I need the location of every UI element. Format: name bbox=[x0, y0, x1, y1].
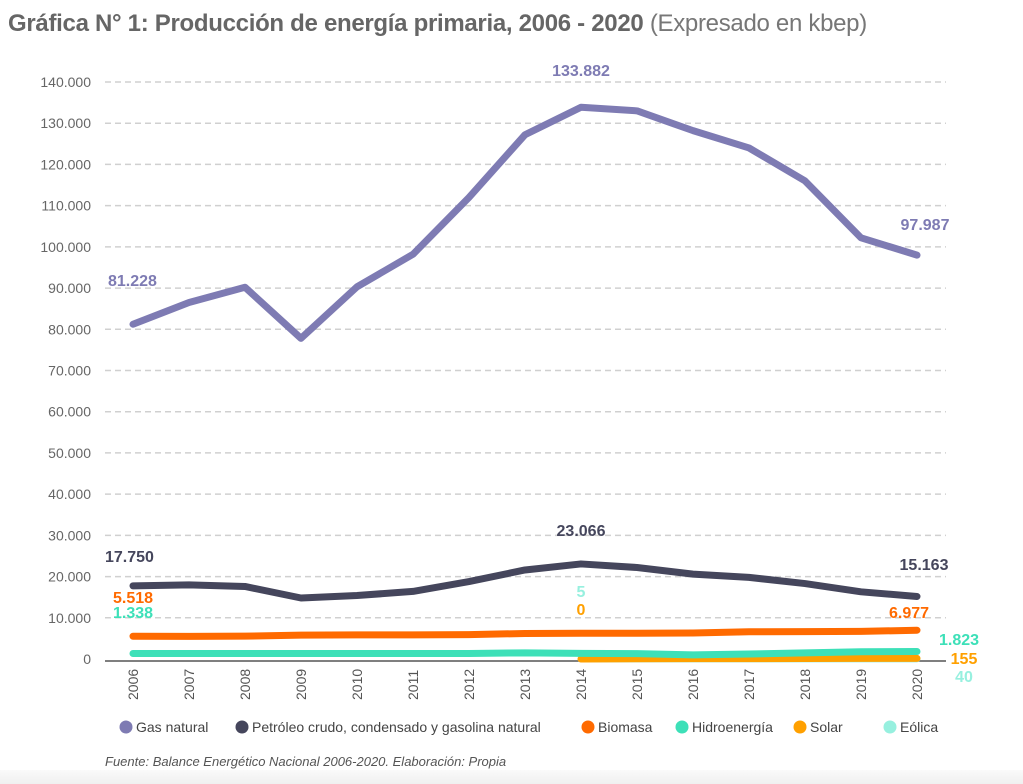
series-line-gas bbox=[129, 103, 921, 342]
source-note: Fuente: Balance Energético Nacional 2006… bbox=[105, 754, 507, 769]
data-label: 1.338 bbox=[113, 605, 153, 622]
gridlines bbox=[105, 81, 946, 619]
y-tick-label: 80.000 bbox=[48, 321, 91, 337]
data-label: 97.987 bbox=[901, 217, 950, 234]
series-line-petroleo bbox=[129, 560, 921, 602]
legend-item[interactable]: Eólica bbox=[883, 719, 939, 735]
legend-marker-icon bbox=[119, 720, 133, 734]
y-tick-label: 90.000 bbox=[48, 280, 91, 296]
data-label: 6.977 bbox=[889, 605, 929, 622]
y-tick-label: 30.000 bbox=[48, 527, 91, 543]
series-line-hidroenergia bbox=[129, 647, 921, 659]
chart-title-unit: (Expresado en kbep) bbox=[649, 10, 867, 37]
data-label: 1.823 bbox=[939, 632, 979, 649]
data-label: 0 bbox=[577, 602, 586, 619]
legend-label: Hidroenergía bbox=[692, 719, 773, 735]
data-label: 5.518 bbox=[113, 590, 153, 607]
legend-label: Gas natural bbox=[136, 719, 208, 735]
data-label: 40 bbox=[955, 669, 973, 686]
legend-marker-icon bbox=[675, 720, 689, 734]
y-axis-ticks: 0 10.000 20.000 30.000 40.000 50.000 60.000 70.… bbox=[40, 74, 91, 667]
legend-marker-icon bbox=[235, 720, 249, 734]
x-tick-label: 2018 bbox=[797, 669, 813, 700]
x-tick-label: 2006 bbox=[125, 669, 141, 700]
x-tick-label: 2013 bbox=[517, 669, 533, 700]
x-tick-label: 2014 bbox=[573, 669, 589, 700]
data-label: 5 bbox=[577, 584, 586, 601]
legend-item[interactable]: Solar bbox=[793, 719, 844, 735]
legend-label: Solar bbox=[810, 719, 843, 735]
data-label: 23.066 bbox=[557, 523, 606, 540]
x-tick-label: 2009 bbox=[293, 669, 309, 700]
y-tick-label: 100.000 bbox=[40, 239, 91, 255]
legend-item[interactable]: Petróleo crudo, condensado y gasolina na… bbox=[235, 719, 541, 735]
x-tick-label: 2007 bbox=[181, 669, 197, 700]
series-line-solar bbox=[577, 654, 921, 663]
legend-marker-icon bbox=[883, 720, 897, 734]
data-label: 17.750 bbox=[105, 549, 154, 566]
chart-title-main: Gráfica N° 1: Producción de energía prim… bbox=[8, 10, 644, 37]
legend-item[interactable]: Gas natural bbox=[119, 719, 209, 735]
legend-marker-icon bbox=[581, 720, 595, 734]
x-tick-label: 2020 bbox=[909, 669, 925, 700]
y-tick-label: 110.000 bbox=[41, 198, 91, 214]
x-tick-label: 2011 bbox=[405, 670, 421, 700]
y-tick-label: 70.000 bbox=[48, 363, 91, 379]
x-tick-label: 2012 bbox=[461, 669, 477, 700]
x-axis: 2006 2007 2008 2009 2010 2011 2012 2013 2014 2015… bbox=[105, 660, 946, 700]
data-labels: 81.228 133.882 97.987 17.750 23.066 15.163 5.5… bbox=[105, 63, 979, 686]
legend-label: Eólica bbox=[900, 719, 938, 735]
data-label: 15.163 bbox=[900, 557, 949, 574]
x-tick-label: 2015 bbox=[629, 669, 645, 700]
x-tick-label: 2016 bbox=[685, 669, 701, 700]
data-label: 81.228 bbox=[108, 273, 157, 290]
bottom-edge bbox=[0, 770, 1023, 784]
x-tick-label: 2010 bbox=[349, 669, 365, 700]
y-tick-label: 10.000 bbox=[48, 610, 91, 626]
legend-item[interactable]: Hidroenergía bbox=[675, 719, 774, 735]
series-line-biomasa bbox=[129, 626, 921, 640]
legend-marker-icon bbox=[793, 720, 807, 734]
y-tick-label: 130.000 bbox=[40, 115, 91, 131]
y-tick-label: 50.000 bbox=[48, 445, 91, 461]
x-tick-label: 2019 bbox=[853, 669, 869, 700]
legend-label: Biomasa bbox=[598, 719, 653, 735]
y-tick-label: 20.000 bbox=[48, 569, 91, 585]
x-tick-label: 2008 bbox=[237, 669, 253, 700]
legend-label: Petróleo crudo, condensado y gasolina na… bbox=[252, 719, 541, 735]
data-label: 133.882 bbox=[552, 63, 610, 80]
y-tick-label: 40.000 bbox=[48, 486, 91, 502]
data-label: 155 bbox=[951, 651, 978, 668]
legend: Gas natural Petróleo crudo, condensado y … bbox=[119, 719, 939, 735]
series-lines bbox=[129, 103, 921, 663]
y-tick-label: 60.000 bbox=[48, 404, 91, 420]
x-tick-label: 2017 bbox=[741, 669, 757, 700]
legend-item[interactable]: Biomasa bbox=[581, 719, 653, 735]
y-tick-label: 0 bbox=[83, 651, 91, 667]
chart-title: Gráfica N° 1: Producción de energía prim… bbox=[8, 10, 867, 38]
y-tick-label: 140.000 bbox=[40, 74, 91, 90]
y-tick-label: 120.000 bbox=[40, 156, 91, 172]
